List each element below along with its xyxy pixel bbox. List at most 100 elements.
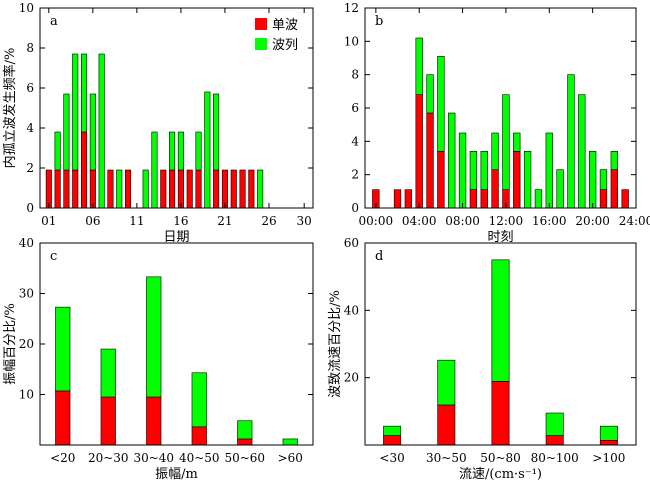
bar-train xyxy=(513,132,521,152)
y-tick-label: 0 xyxy=(26,201,34,215)
bar-train xyxy=(383,425,402,436)
bar-train xyxy=(151,131,158,209)
bar-train xyxy=(502,94,510,190)
bar-single xyxy=(81,131,88,209)
bar-train xyxy=(491,259,510,382)
bar-train xyxy=(195,131,202,171)
bar-single xyxy=(45,169,52,209)
bar-single xyxy=(237,438,253,446)
y-tick-label: 6 xyxy=(26,81,34,95)
bar-train xyxy=(437,359,456,406)
x-tick-label: <30 xyxy=(379,451,404,465)
bar-train xyxy=(116,169,123,209)
y-tick-label: 8 xyxy=(26,41,34,55)
bar-train xyxy=(437,56,445,152)
x-tick-label: 50~60 xyxy=(224,451,265,465)
bar-single xyxy=(393,189,402,209)
bar-single xyxy=(186,169,193,209)
bar-single xyxy=(230,169,237,209)
bar-train xyxy=(142,169,149,209)
bar-single xyxy=(404,189,413,209)
x-axis-title: 时刻 xyxy=(487,230,513,245)
bar-single xyxy=(513,151,521,209)
x-tick-label: 11 xyxy=(129,214,144,228)
y-axis-title: 波致流速百分比/% xyxy=(328,290,343,398)
y-tick-label: 2 xyxy=(26,161,34,175)
bar-train xyxy=(588,151,597,209)
bar-train xyxy=(237,420,253,440)
bar-train xyxy=(599,425,618,441)
bar-train xyxy=(610,151,618,170)
bar-train xyxy=(523,151,532,209)
panel-label: a xyxy=(50,14,58,29)
bar-single xyxy=(491,169,499,209)
bar-single xyxy=(160,169,167,209)
y-axis-title: 振幅百分比/% xyxy=(3,303,18,385)
bar-train xyxy=(458,132,467,209)
x-tick-label: 30~50 xyxy=(426,451,467,465)
bar-train xyxy=(282,438,298,446)
x-tick-label: 80~100 xyxy=(531,451,579,465)
x-tick-label: 20:00 xyxy=(575,214,610,228)
legend-swatch xyxy=(255,18,267,30)
bar-single xyxy=(100,396,116,446)
x-tick-label: 21 xyxy=(217,214,232,228)
bar-train xyxy=(213,93,220,171)
y-tick-label: 6 xyxy=(351,101,359,115)
bar-single xyxy=(54,169,61,209)
bar-train xyxy=(556,169,564,209)
bar-single xyxy=(55,390,71,446)
bar-train xyxy=(100,348,116,398)
bar-train xyxy=(578,94,586,209)
bar-train xyxy=(54,131,61,171)
bar-single xyxy=(491,381,510,446)
y-tick-label: 40 xyxy=(344,303,359,317)
x-tick-label: 00:00 xyxy=(359,214,394,228)
bar-train xyxy=(204,91,211,209)
bar-train xyxy=(257,169,264,209)
bar-train xyxy=(72,53,79,171)
bar-single xyxy=(72,169,79,209)
bar-train xyxy=(177,131,184,171)
bar-train xyxy=(545,412,564,436)
x-axis-title: 振幅/m xyxy=(155,467,198,482)
x-tick-label: 20~30 xyxy=(88,451,129,465)
y-tick-label: 4 xyxy=(351,134,359,148)
y-tick-label: 12 xyxy=(344,1,359,15)
y-tick-label: 10 xyxy=(19,1,34,15)
panel-label: c xyxy=(50,249,57,264)
x-tick-label: 40~50 xyxy=(179,451,220,465)
bar-train xyxy=(89,93,96,171)
bar-single xyxy=(107,169,114,209)
bar-single xyxy=(89,169,96,209)
bar-single xyxy=(545,435,564,446)
x-tick-label: 04:00 xyxy=(402,214,437,228)
bar-single xyxy=(213,169,220,209)
bar-train xyxy=(545,132,553,209)
plot-frame xyxy=(364,242,637,446)
bar-single xyxy=(437,151,445,209)
bar-single xyxy=(191,426,207,446)
bar-single xyxy=(415,94,423,209)
x-tick-label: 50~80 xyxy=(480,451,521,465)
bar-single xyxy=(146,396,162,446)
bar-train xyxy=(55,306,71,392)
plot-frame xyxy=(39,242,314,446)
bar-train xyxy=(63,93,70,171)
bar-train xyxy=(480,151,488,190)
bar-train xyxy=(98,53,105,209)
bar-single xyxy=(480,189,488,209)
plot-frame xyxy=(39,7,314,209)
bar-train xyxy=(81,53,88,133)
x-tick-label: 16 xyxy=(173,214,188,228)
x-tick-label: 08:00 xyxy=(445,214,480,228)
bar-single xyxy=(169,169,176,209)
panel-label: d xyxy=(375,249,383,264)
bar-single xyxy=(599,189,608,209)
bar-train xyxy=(426,74,434,114)
bar-single xyxy=(221,169,228,209)
x-tick-label: 26 xyxy=(261,214,276,228)
x-tick-label: 24:00 xyxy=(619,214,650,228)
x-tick-label: 16:00 xyxy=(532,214,567,228)
